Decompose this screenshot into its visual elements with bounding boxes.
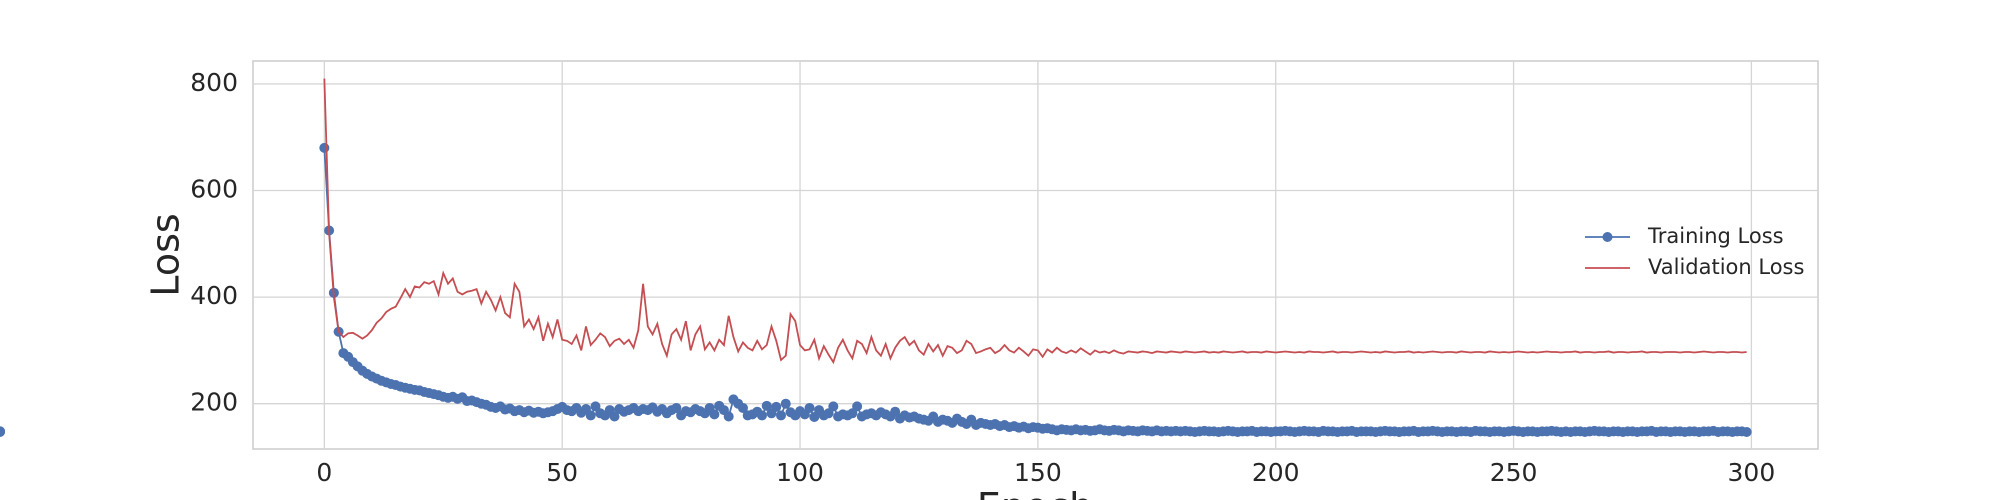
data-point <box>761 400 772 411</box>
x-tick-label: 200 <box>1252 458 1300 487</box>
data-point <box>609 411 620 422</box>
data-point <box>1741 426 1752 437</box>
data-point <box>319 142 330 153</box>
data-point <box>585 410 596 421</box>
data-point <box>737 402 748 413</box>
x-tick-label: 100 <box>776 458 824 487</box>
x-tick-label: 0 <box>316 458 332 487</box>
y-tick-label: 800 <box>190 68 238 97</box>
data-point <box>828 401 839 412</box>
x-tick-label: 50 <box>546 458 578 487</box>
plot-frame <box>252 60 1819 450</box>
data-point <box>723 411 734 422</box>
legend-label: Validation Loss <box>1648 255 1804 279</box>
x-tick-label: 150 <box>1014 458 1062 487</box>
data-point <box>0 426 5 437</box>
data-point <box>852 401 863 412</box>
data-point <box>756 410 767 421</box>
legend-label: Training Loss <box>1647 224 1784 248</box>
x-tick-label: 300 <box>1728 458 1776 487</box>
data-point <box>780 398 791 409</box>
y-tick-label: 600 <box>190 175 238 204</box>
data-point <box>804 402 815 413</box>
legend-marker <box>1602 232 1613 242</box>
y-tick-label: 200 <box>190 388 238 417</box>
y-tick-label: 400 <box>190 281 238 310</box>
data-point <box>709 409 720 420</box>
data-point <box>771 401 782 412</box>
x-axis-label: Epoch <box>977 485 1093 500</box>
y-axis-label: Loss <box>144 213 188 296</box>
data-point <box>776 410 787 421</box>
x-tick-label: 250 <box>1490 458 1538 487</box>
data-point <box>671 402 682 413</box>
series-line <box>323 78 1747 365</box>
